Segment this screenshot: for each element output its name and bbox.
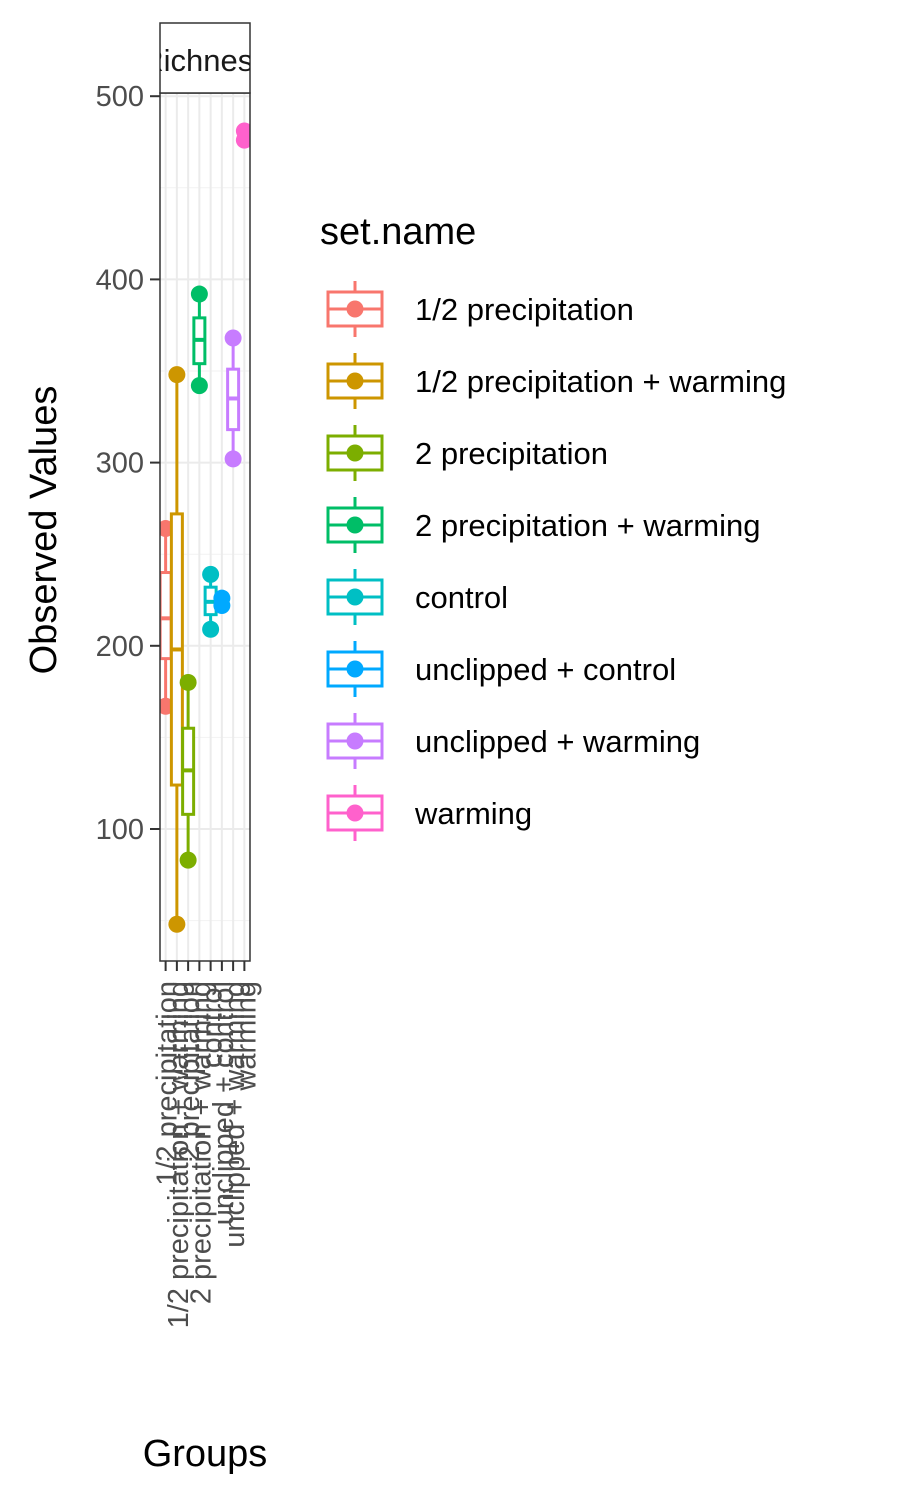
boxplot-2-precipitation-warming: [190, 285, 208, 395]
legend-key-point: [346, 660, 364, 678]
legend-key-point: [346, 588, 364, 606]
legend-label: control: [415, 580, 508, 615]
data-point: [168, 366, 186, 384]
x-tick-label: 2 precipitation + warming: [185, 981, 217, 1304]
plot-marks: [160, 122, 250, 933]
data-point: [190, 285, 208, 303]
data-point: [190, 377, 208, 395]
boxplot-1-2-precipitation: [160, 520, 175, 715]
x-tick-label: unclipped + warming: [219, 981, 251, 1248]
box: [160, 571, 173, 661]
data-point: [235, 131, 250, 149]
legend-label: unclipped + warming: [415, 724, 700, 759]
boxplot-warming: [235, 122, 250, 149]
boxplot-1-2-precipitation-warming: [168, 366, 186, 933]
boxplot-control: [202, 565, 220, 638]
legend: set.name 1/2 precipitation 1/2 precipitat…: [320, 211, 786, 841]
data-point: [224, 329, 242, 347]
boxplot-2-precipitation: [179, 673, 197, 869]
legend-key-point: [346, 372, 364, 390]
legend-item: unclipped + warming: [326, 713, 700, 769]
legend-item: control: [326, 569, 508, 625]
y-tick-label: 300: [96, 448, 144, 480]
legend-label: 2 precipitation + warming: [415, 508, 760, 543]
legend-item: warming: [326, 785, 532, 841]
x-tick-label: 1/2 precipitation: [152, 981, 184, 1186]
y-tick-label: 400: [96, 264, 144, 296]
y-axis: 100 200 300 400 500: [96, 81, 160, 846]
data-point: [168, 915, 186, 933]
legend-item: 1/2 precipitation: [326, 281, 634, 337]
facet-strip: [159, 22, 251, 94]
legend-item: unclipped + control: [326, 641, 676, 697]
legend-label: 2 precipitation: [415, 436, 608, 471]
y-tick-label: 500: [96, 81, 144, 113]
x-tick-label: warming: [230, 981, 262, 1092]
y-axis-title: Observed Values: [23, 386, 65, 675]
boxplot-unclipped-warming: [224, 329, 242, 468]
boxplot-unclipped-control: [213, 589, 231, 614]
legend-key-point: [346, 732, 364, 750]
data-point: [202, 620, 220, 638]
legend-item: 1/2 precipitation + warming: [326, 353, 786, 409]
x-axis-title: Groups: [143, 1433, 268, 1475]
x-tick-label: 1/2 precipitation + warming: [163, 981, 195, 1328]
legend-key-point: [346, 444, 364, 462]
legend-key-point: [346, 300, 364, 318]
legend-label: warming: [414, 796, 532, 831]
data-point: [224, 450, 242, 468]
legend-key-point: [346, 804, 364, 822]
data-point: [213, 596, 231, 614]
x-tick-label: 2 precipitation: [174, 981, 206, 1162]
y-tick-label: 200: [96, 631, 144, 663]
legend-label: unclipped + control: [415, 652, 676, 687]
legend-key-point: [346, 516, 364, 534]
data-point: [202, 565, 220, 583]
data-point: [179, 851, 197, 869]
y-tick-label: 100: [96, 814, 144, 846]
legend-label: 1/2 precipitation: [415, 292, 634, 327]
legend-item: 2 precipitation: [326, 425, 608, 481]
legend-item: 2 precipitation + warming: [326, 497, 760, 553]
legend-label: 1/2 precipitation + warming: [415, 364, 786, 399]
data-point: [179, 673, 197, 691]
facet-strip-label: Richness: [141, 43, 269, 78]
x-tick-label: control: [197, 981, 229, 1068]
legend-title: set.name: [320, 211, 476, 253]
x-tick-label: unclipped + control: [208, 981, 240, 1225]
